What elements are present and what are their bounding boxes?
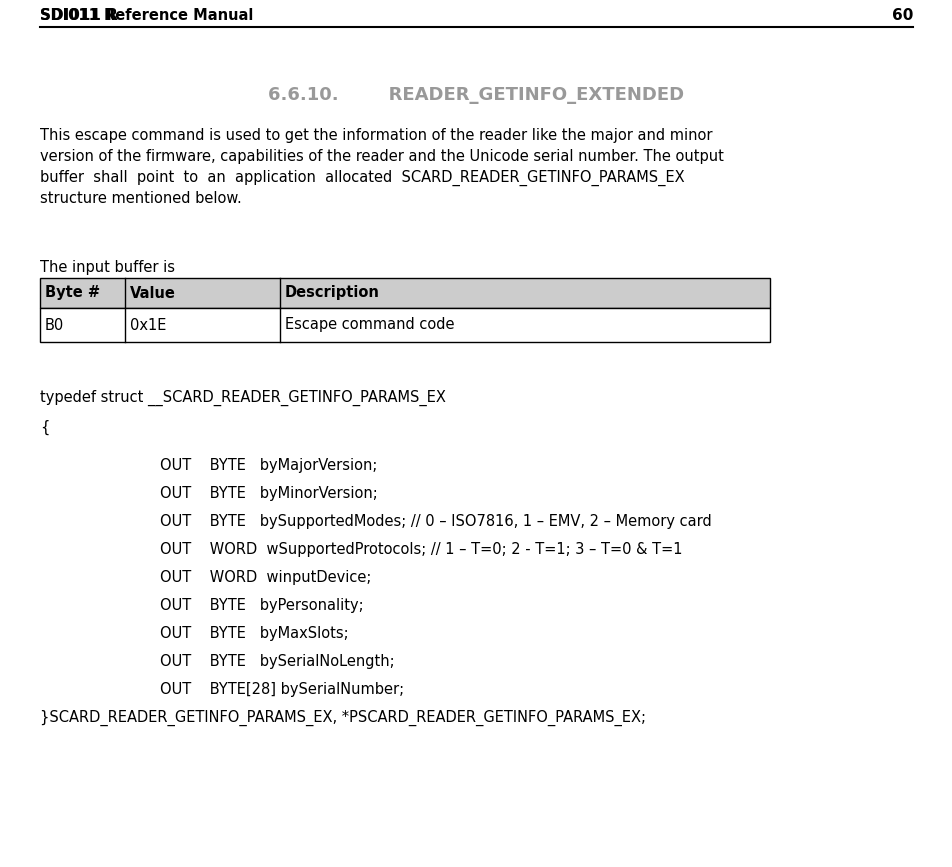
Text: OUT    BYTE   byMaxSlots;: OUT BYTE byMaxSlots; <box>160 626 348 641</box>
Text: OUT    BYTE   byPersonality;: OUT BYTE byPersonality; <box>160 598 364 613</box>
Text: 60: 60 <box>891 8 912 23</box>
Text: OUT    BYTE   bySerialNoLength;: OUT BYTE bySerialNoLength; <box>160 654 394 669</box>
Text: Description: Description <box>285 285 380 301</box>
Text: OUT    WORD  winputDevice;: OUT WORD winputDevice; <box>160 570 371 585</box>
Text: Value: Value <box>129 285 176 301</box>
Text: buffer  shall  point  to  an  application  allocated  SCARD_READER_GETINFO_PARAM: buffer shall point to an application all… <box>40 170 684 186</box>
Text: version of the firmware, capabilities of the reader and the Unicode serial numbe: version of the firmware, capabilities of… <box>40 149 724 164</box>
Text: OUT    BYTE   byMinorVersion;: OUT BYTE byMinorVersion; <box>160 486 377 501</box>
Text: typedef struct __SCARD_READER_GETINFO_PARAMS_EX: typedef struct __SCARD_READER_GETINFO_PA… <box>40 390 446 407</box>
Text: OUT    WORD  wSupportedProtocols; // 1 – T=0; 2 - T=1; 3 – T=0 & T=1: OUT WORD wSupportedProtocols; // 1 – T=0… <box>160 542 682 557</box>
Text: }SCARD_READER_GETINFO_PARAMS_EX, *PSCARD_READER_GETINFO_PARAMS_EX;: }SCARD_READER_GETINFO_PARAMS_EX, *PSCARD… <box>40 710 645 727</box>
Text: 0x1E: 0x1E <box>129 317 167 333</box>
Text: The input buffer is: The input buffer is <box>40 260 175 275</box>
Text: Byte #: Byte # <box>45 285 100 301</box>
Text: This escape command is used to get the information of the reader like the major : This escape command is used to get the i… <box>40 128 712 143</box>
Bar <box>40 278 769 308</box>
Text: OUT    BYTE   byMajorVersion;: OUT BYTE byMajorVersion; <box>160 458 377 473</box>
Text: {: { <box>40 420 50 435</box>
Text: SDI011 Reference Manual: SDI011 Reference Manual <box>40 8 253 23</box>
Text: B0: B0 <box>45 317 64 333</box>
Text: structure mentioned below.: structure mentioned below. <box>40 191 242 206</box>
Text: SDI011 R: SDI011 R <box>40 8 118 23</box>
Text: Escape command code: Escape command code <box>285 317 454 333</box>
Bar <box>40 308 769 342</box>
Text: OUT    BYTE[28] bySerialNumber;: OUT BYTE[28] bySerialNumber; <box>160 682 404 697</box>
Text: 6.6.10.        READER_GETINFO_EXTENDED: 6.6.10. READER_GETINFO_EXTENDED <box>268 86 684 104</box>
Text: OUT    BYTE   bySupportedModes; // 0 – ISO7816, 1 – EMV, 2 – Memory card: OUT BYTE bySupportedModes; // 0 – ISO781… <box>160 514 711 529</box>
